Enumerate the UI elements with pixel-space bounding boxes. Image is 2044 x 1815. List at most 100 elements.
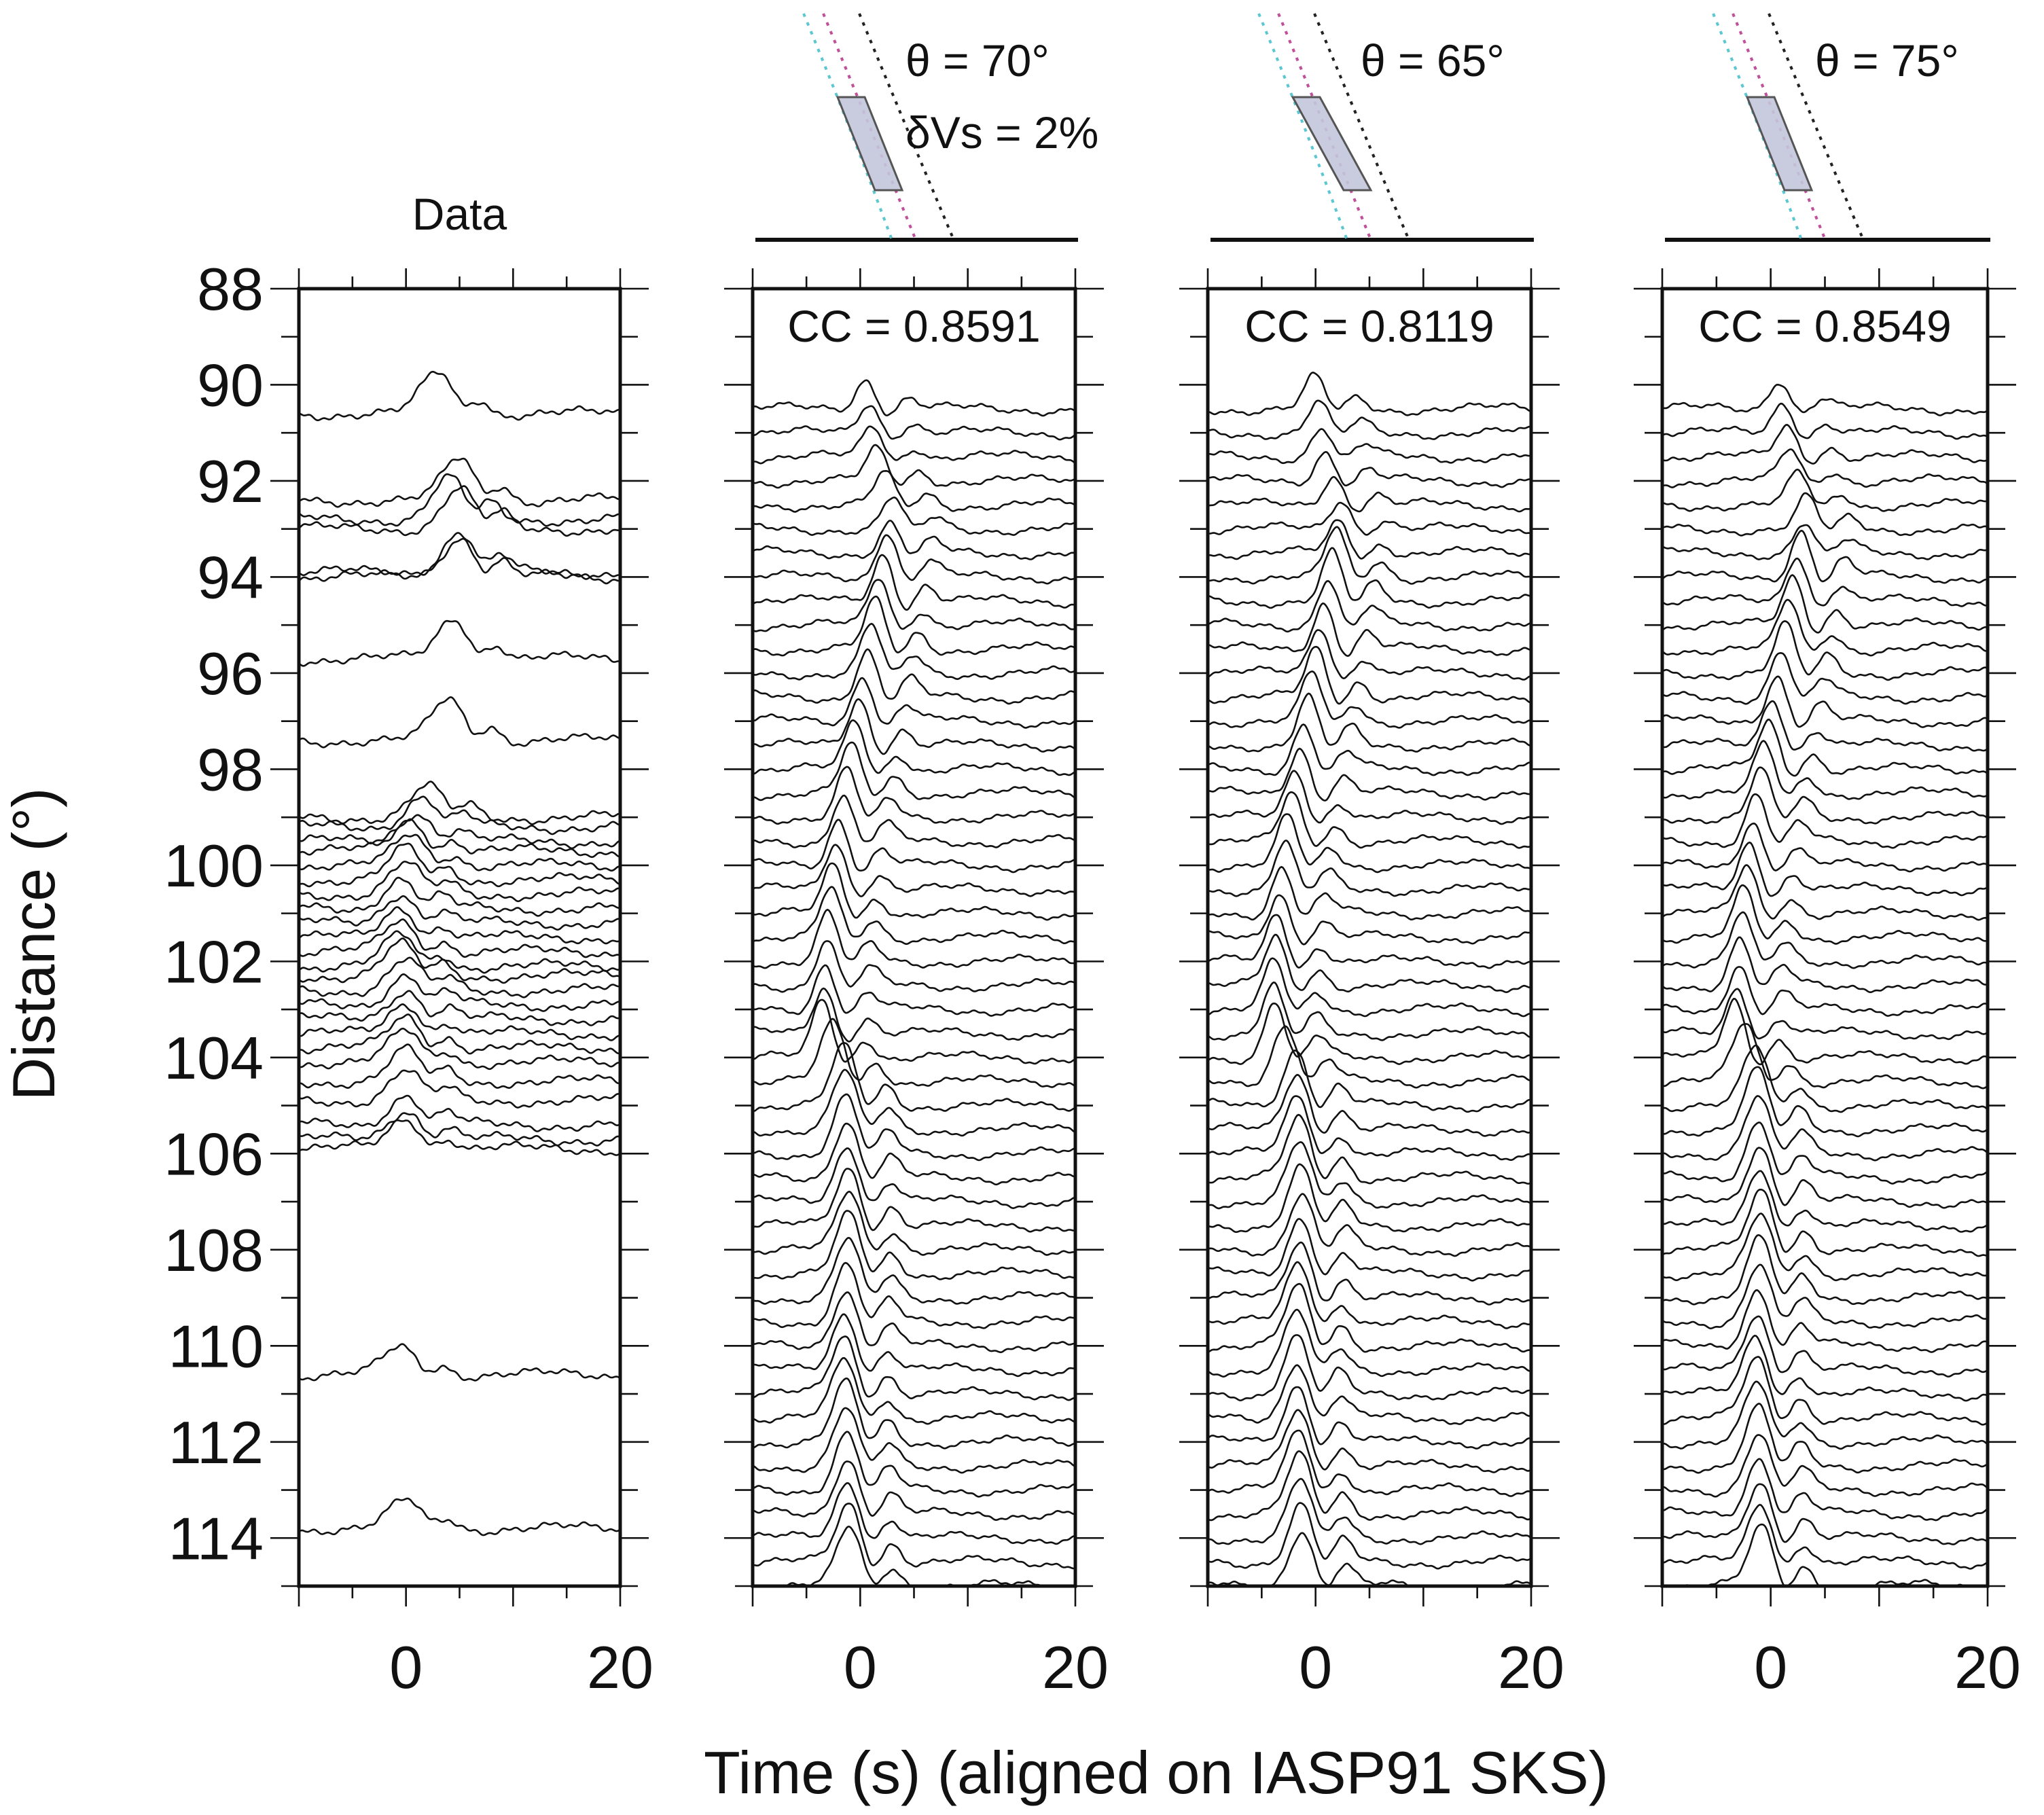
seismogram-trace [753,741,1075,802]
seismogram-trace [1208,1364,1531,1425]
seismogram-trace [1208,526,1531,585]
seismogram-trace [1208,1334,1531,1402]
seismogram-trace [1662,1434,1988,1498]
x-tick-label: 0 [844,1634,877,1701]
traces-1 [753,379,1075,1586]
seismogram-trace [753,1291,1075,1354]
seismogram-trace [299,1094,620,1132]
seismogram-trace [299,876,620,917]
seismogram-trace [1662,884,1988,945]
seismogram-trace [753,794,1075,848]
seismogram-trace [753,940,1075,993]
seismogram-trace [1662,966,1988,1017]
seismogram-trace [1662,822,1988,873]
seismogram-trace [1662,651,1988,705]
seismogram-trace [753,534,1075,585]
seismogram-trace [299,795,620,835]
theta-label: θ = 65° [1361,35,1505,86]
seismogram-trace [753,1335,1075,1401]
y-tick-label: 114 [168,1505,264,1572]
seismogram-trace [1208,1282,1531,1354]
magenta-dotted-curve [1277,13,1372,240]
seismogram-trace [753,677,1075,729]
theta-label: θ = 70° [906,35,1050,86]
anomaly-block-shape [836,96,904,192]
seismogram-trace [1662,766,1988,825]
theta-label: θ = 75° [1815,35,1959,86]
seismogram-trace [1208,1025,1531,1089]
seismogram-trace [299,1013,620,1055]
seismogram-trace [299,1069,620,1109]
seismogram-trace [1208,1261,1531,1329]
panel-0: 0 20 88 90 92 94 96 98 100 102 104 106 108 110 112 114 D… [164,189,653,1701]
traces-3 [1662,383,1988,1586]
cyan-dotted-curve [1712,13,1803,240]
seismogram-trace [753,766,1075,825]
traces-2 [1208,372,1531,1586]
seismogram-trace [753,1168,1075,1233]
seismogram-trace [299,861,620,903]
y-tick-label: 102 [164,928,264,995]
seismogram-trace [1662,1189,1988,1257]
seismogram-trace [1208,1095,1531,1161]
seismogram-trace [1208,1049,1531,1113]
black-dotted-curve [858,13,955,240]
seismogram-trace [1208,399,1531,440]
cc-label: CC = 0.8591 [787,301,1040,351]
seismogram-trace [1208,670,1531,729]
seismogram-trace [753,1356,1075,1425]
seismogram-trace [1662,424,1988,465]
panel-3: 0 20 CC = 0.8549 θ = 75° [1634,13,2021,1701]
seismogram-trace [753,469,1075,513]
seismogram-trace [1208,501,1531,536]
seismogram-trace [753,1460,1075,1522]
seismogram-trace [1208,1477,1531,1545]
seismogram-trace [1208,1502,1531,1570]
seismogram-trace [1662,383,1988,416]
cyan-dotted-curve [802,13,893,240]
seismogram-trace [1662,1458,1988,1522]
seismogram-trace [1662,1356,1988,1426]
x-tick-label: 20 [1498,1634,1564,1701]
traces-0 [299,370,620,1537]
seismogram-trace [1662,1023,1988,1090]
x-axis-label: Time (s) (aligned on IASP91 SKS) [704,1739,1609,1806]
seismogram-trace [1208,1113,1531,1185]
magenta-dotted-curve [822,13,917,240]
y-tick-label: 92 [197,448,264,515]
seismogram-trace [1208,1193,1531,1257]
seismogram-trace [1208,1141,1531,1210]
seismogram-trace [1662,1289,1988,1353]
seismogram-trace [1662,988,1988,1041]
seismogram-trace [1662,557,1988,607]
seismogram-trace [1208,1532,1531,1586]
dvs-label: δVs = 2% [906,107,1098,158]
seismogram-trace [1662,911,1988,969]
seismogram-trace [753,425,1075,465]
seismogram-trace [299,1003,620,1041]
seismogram-trace [299,814,620,850]
seismogram-trace [753,1261,1075,1329]
seismogram-trace [1208,629,1531,681]
seismogram-trace [299,930,620,974]
seismogram-trace [753,1042,1075,1113]
anomaly-block-shape [1745,96,1814,192]
seismogram-trace [1208,770,1531,825]
seismogram-trace [1662,718,1988,777]
seismogram-trace [1208,450,1531,488]
seismogram-trace [299,485,620,537]
seismogram-trace [753,908,1075,969]
seismogram-trace [1208,475,1531,513]
seismogram-trace [1662,492,1988,537]
seismogram-trace [753,862,1075,921]
seismogram-trace [299,696,620,749]
y-tick-label: 110 [168,1312,264,1380]
seismogram-trace [753,379,1075,417]
black-dotted-curve [1768,13,1865,240]
y-tick-label: 112 [168,1409,264,1476]
seismogram-trace [1208,1218,1531,1282]
seismogram-trace [753,648,1075,705]
seismogram-trace [1208,791,1531,849]
seismogram-trace [753,1068,1075,1137]
seismogram-trace [1662,997,1988,1066]
